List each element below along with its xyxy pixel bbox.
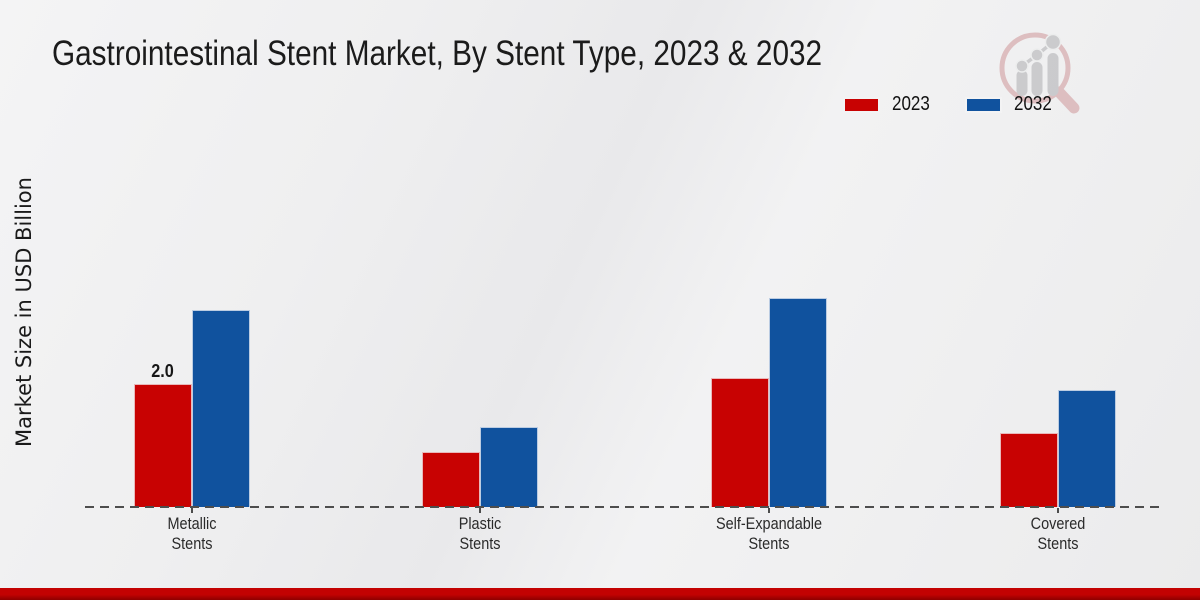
footer-accent-bar: [0, 588, 1200, 600]
legend-label: 2032: [1013, 93, 1052, 115]
category-label: Covered Stents: [968, 514, 1148, 554]
bar-2023: [422, 452, 480, 507]
category-label-line: Metallic: [167, 514, 216, 533]
bar-2032: [1057, 390, 1116, 507]
bar-group: 2.0: [133, 310, 250, 507]
magnifier-ring: [999, 32, 1071, 104]
bar-2032: [769, 298, 827, 507]
legend: 2023 2032: [843, 93, 1058, 116]
category-label-line: Covered: [1030, 514, 1085, 533]
category-label: Self-Expandable Stents: [679, 514, 859, 554]
category-label-line: Stents: [1037, 534, 1078, 553]
legend-label: 2023: [892, 93, 930, 115]
bar-group: [422, 427, 538, 507]
logo-bar-2: [1031, 62, 1043, 96]
bar-2023: [711, 378, 769, 507]
axis-tick: [479, 508, 481, 513]
legend-item-2032: 2032: [964, 93, 1059, 116]
logo-dot-1: [1015, 59, 1029, 73]
axis-tick: [768, 508, 770, 513]
bar-2023: 2.0: [133, 361, 192, 507]
magnifier-handle: [1053, 86, 1080, 114]
magnifier-bar-chart-logo-icon: [999, 32, 1080, 114]
x-axis-baseline: [85, 506, 1163, 508]
bar-value-label: 2.0: [135, 361, 191, 382]
category-label: Plastic Stents: [390, 514, 570, 554]
axis-tick: [190, 508, 193, 513]
logo-dot-3: [1044, 33, 1062, 51]
bar-2032: [191, 310, 250, 507]
logo-dot-2: [1030, 48, 1044, 62]
legend-swatch-2032: [964, 96, 1002, 113]
bar-value-text: 2.0: [151, 361, 174, 381]
axis-tick: [1056, 508, 1059, 513]
bar-group: [999, 390, 1116, 507]
chart-title: Gastrointestinal Stent Market, By Stent …: [52, 34, 823, 73]
bar-2032: [480, 427, 538, 507]
legend-item-2023: 2023: [843, 93, 937, 116]
category-label-line: Stents: [748, 534, 790, 553]
legend-swatch-2023: [843, 96, 880, 113]
logo-bar-1: [1016, 70, 1028, 96]
category-label-line: Plastic: [458, 514, 502, 533]
bar-group: [711, 298, 827, 507]
bar-2023: [999, 433, 1058, 507]
category-label: Metallic Stents: [102, 514, 282, 554]
category-label-line: Stents: [459, 534, 501, 553]
logo-bar-3: [1047, 53, 1059, 96]
category-label-line: Self-Expandable: [715, 514, 823, 533]
category-label-line: Stents: [171, 534, 212, 553]
